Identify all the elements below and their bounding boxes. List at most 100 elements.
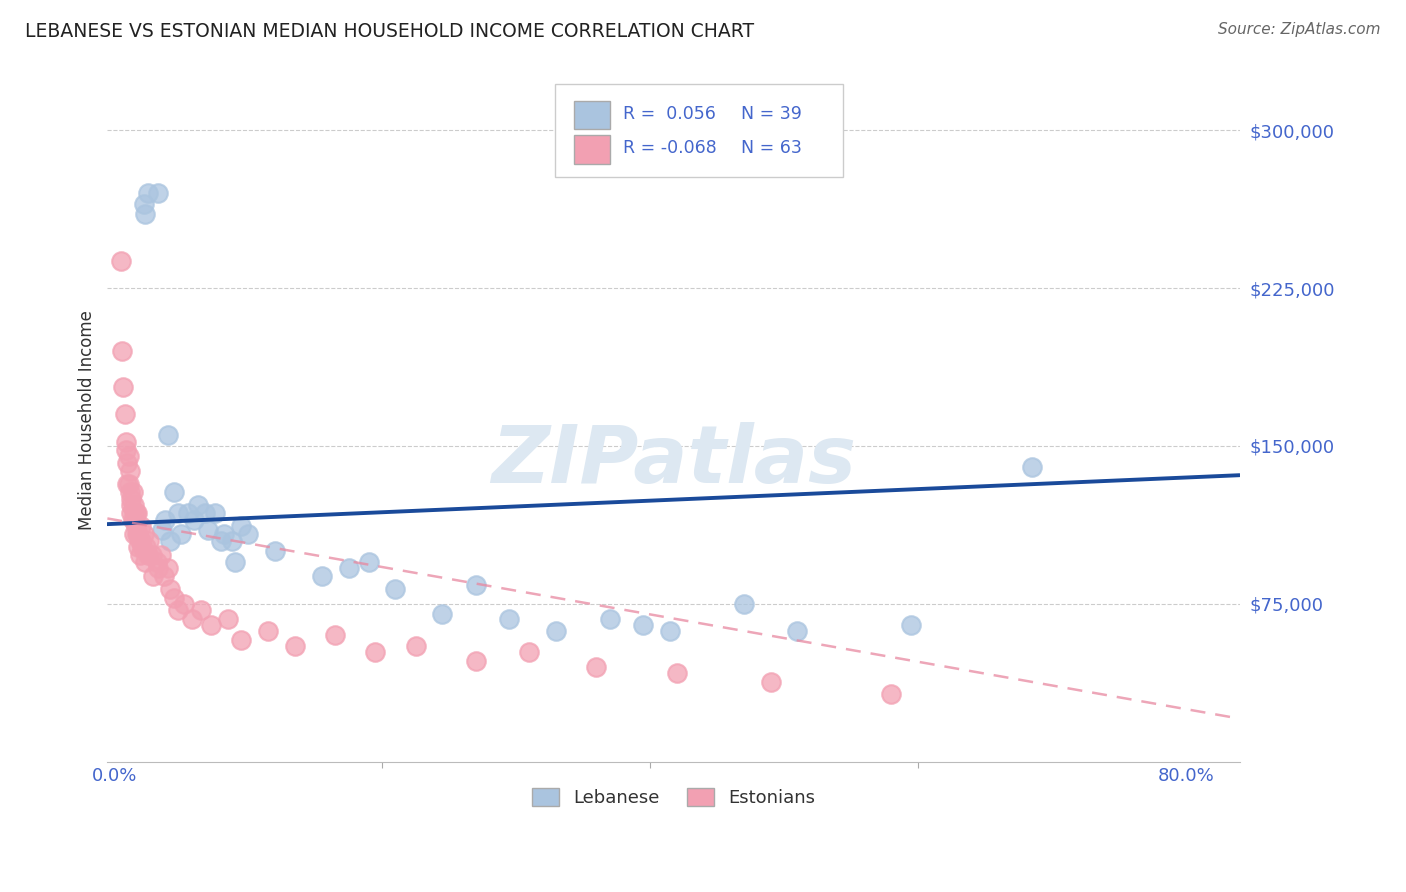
Point — [148, 561, 170, 575]
Point — [115, 443, 138, 458]
Point — [231, 519, 253, 533]
Point — [141, 549, 163, 563]
Point — [121, 506, 143, 520]
Point — [200, 618, 222, 632]
Text: N = 39: N = 39 — [741, 104, 803, 123]
Point — [127, 527, 149, 541]
Text: N = 63: N = 63 — [741, 139, 803, 157]
Point — [159, 533, 181, 548]
Point — [880, 687, 903, 701]
Text: R = -0.068: R = -0.068 — [623, 139, 716, 157]
Point — [118, 450, 141, 464]
Point — [134, 555, 156, 569]
Point — [122, 527, 145, 541]
Point — [121, 513, 143, 527]
Point — [187, 498, 209, 512]
Point — [156, 561, 179, 575]
FancyBboxPatch shape — [574, 135, 610, 163]
Point — [134, 207, 156, 221]
Point — [546, 624, 568, 639]
Point — [142, 569, 165, 583]
Point — [633, 618, 655, 632]
Point — [183, 513, 205, 527]
Point — [159, 582, 181, 596]
Point — [209, 533, 232, 548]
Point — [111, 344, 134, 359]
Point — [1021, 460, 1043, 475]
Point — [129, 519, 152, 533]
Point — [117, 476, 139, 491]
Point — [120, 464, 142, 478]
Point — [170, 527, 193, 541]
Point — [177, 506, 200, 520]
Point — [257, 624, 280, 639]
Point — [364, 645, 387, 659]
Point — [127, 540, 149, 554]
Point — [173, 597, 195, 611]
Point — [599, 611, 621, 625]
Point — [125, 506, 148, 520]
Point — [236, 527, 259, 541]
Point — [204, 506, 226, 520]
Point — [138, 533, 160, 548]
Y-axis label: Median Household Income: Median Household Income — [79, 310, 96, 530]
Point — [112, 380, 135, 394]
Point — [156, 428, 179, 442]
Point — [190, 603, 212, 617]
Point — [148, 186, 170, 201]
Point — [900, 618, 922, 632]
Text: ZIPatlas: ZIPatlas — [491, 422, 856, 500]
Point — [136, 186, 159, 201]
Point — [337, 561, 360, 575]
Point — [131, 540, 153, 554]
Point — [665, 666, 688, 681]
Point — [121, 491, 143, 506]
Point — [121, 485, 143, 500]
Point — [405, 639, 427, 653]
Point — [122, 498, 145, 512]
Point — [311, 569, 333, 583]
Point — [221, 533, 243, 548]
Point — [464, 578, 486, 592]
Text: R =  0.056: R = 0.056 — [623, 104, 716, 123]
Point — [152, 569, 174, 583]
Point — [212, 527, 235, 541]
Point — [759, 674, 782, 689]
Point — [284, 639, 307, 653]
Point — [122, 506, 145, 520]
Point — [150, 523, 173, 537]
Point — [128, 549, 150, 563]
Legend: Lebanese, Estonians: Lebanese, Estonians — [524, 780, 823, 814]
Point — [733, 597, 755, 611]
Point — [124, 506, 146, 520]
Point — [135, 540, 157, 554]
Point — [357, 555, 380, 569]
Point — [323, 628, 346, 642]
Point — [149, 549, 172, 563]
Point — [132, 527, 155, 541]
Point — [153, 513, 176, 527]
Point — [197, 523, 219, 537]
Point — [163, 485, 186, 500]
Point — [117, 456, 139, 470]
Point — [163, 591, 186, 605]
Point — [498, 611, 520, 625]
Point — [224, 555, 246, 569]
Point — [125, 527, 148, 541]
Point — [464, 654, 486, 668]
Point — [129, 533, 152, 548]
Point — [167, 506, 190, 520]
Point — [136, 549, 159, 563]
Point — [118, 476, 141, 491]
Point — [180, 611, 202, 625]
Point — [384, 582, 406, 596]
Point — [194, 506, 217, 520]
FancyBboxPatch shape — [554, 84, 844, 177]
Point — [263, 544, 285, 558]
Point — [231, 632, 253, 647]
Point — [167, 603, 190, 617]
FancyBboxPatch shape — [574, 101, 610, 129]
Point — [128, 533, 150, 548]
Point — [217, 611, 239, 625]
Point — [432, 607, 454, 622]
